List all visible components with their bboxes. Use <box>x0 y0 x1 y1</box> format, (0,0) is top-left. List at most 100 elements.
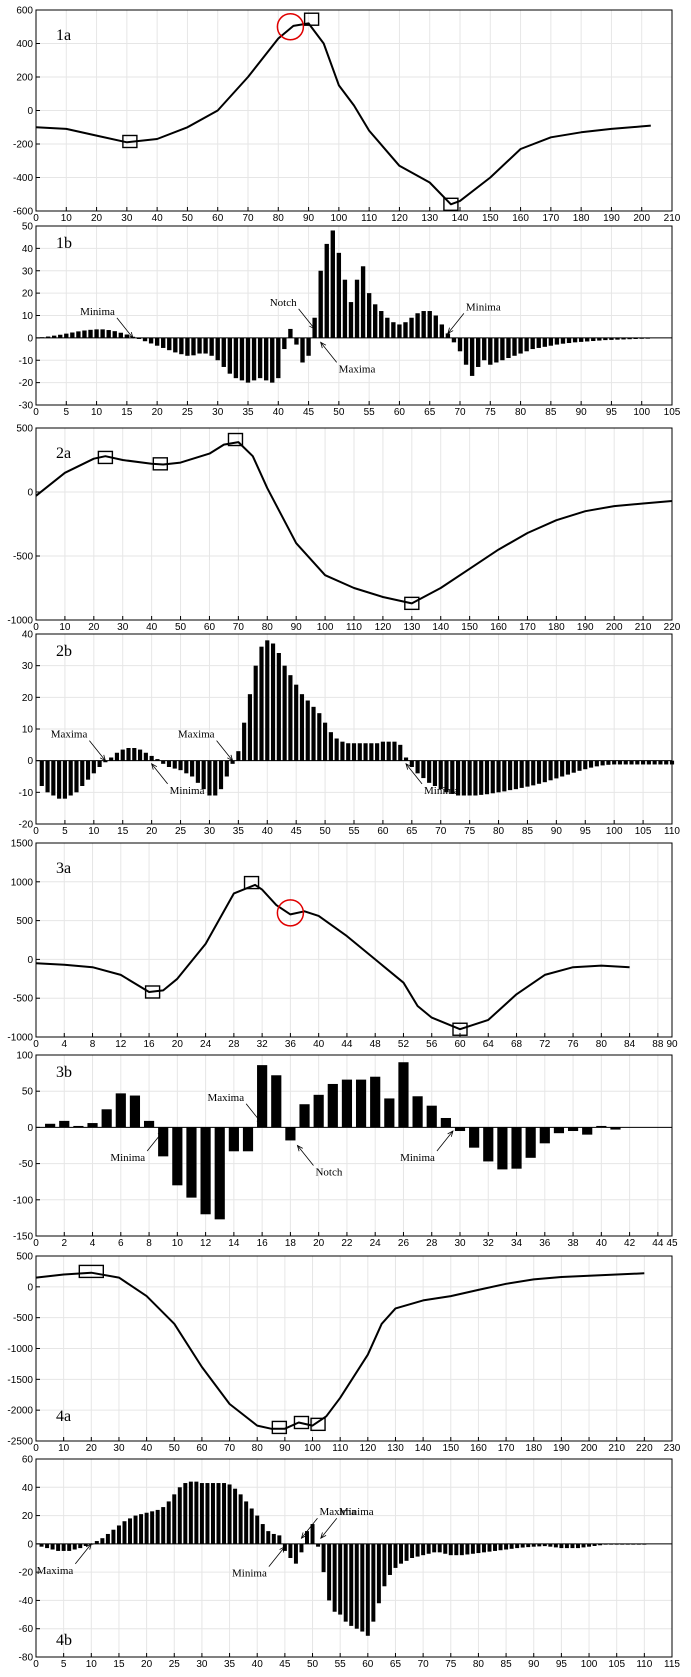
bar <box>369 743 374 761</box>
bar <box>577 760 582 771</box>
annotation-arrowhead <box>157 1130 164 1137</box>
x-tick-label: 12 <box>115 1039 127 1050</box>
x-tick-label: 160 <box>470 1443 487 1454</box>
bar <box>105 1533 110 1544</box>
bar <box>128 1518 133 1544</box>
x-tick-label: 12 <box>200 1238 212 1249</box>
bar <box>294 337 299 345</box>
series-line <box>35 22 651 206</box>
bar <box>403 322 408 338</box>
x-tick-label: 45 <box>666 1238 678 1249</box>
annotation-label: Maxima <box>51 729 88 741</box>
x-tick-label: 45 <box>279 1659 291 1670</box>
annotation-label: Maxima <box>178 729 215 741</box>
bar <box>288 675 293 761</box>
panel-4a: 0 10 20 30 40 50 60 70 80 90 100 110 120 130 140 150 160… <box>7 1252 680 1455</box>
bar <box>498 1543 503 1551</box>
y-tick-label: -30 <box>19 401 34 412</box>
square-marker <box>78 1264 105 1279</box>
bar <box>559 1543 564 1549</box>
bar <box>646 760 651 765</box>
bar <box>548 337 554 346</box>
panel-1b: 0 5 10 15 20 25 30 35 40 45 50 55 60 65 70 75 80 85 90 95 10… <box>19 222 681 419</box>
x-tick-label: 48 <box>370 1039 382 1050</box>
bar <box>183 1483 188 1544</box>
x-tick-label: 30 <box>117 622 129 633</box>
bar <box>664 760 669 765</box>
bar <box>592 1543 597 1546</box>
x-tick-label: 60 <box>204 622 216 633</box>
bar <box>334 738 339 761</box>
x-tick-label: 30 <box>113 1443 125 1454</box>
x-tick-label: 210 <box>608 1443 625 1454</box>
bar <box>249 1508 254 1544</box>
annotation-arrow <box>436 1130 454 1152</box>
y-tick-label: 0 <box>27 1539 33 1550</box>
bar <box>179 337 184 355</box>
x-tick-label: 75 <box>485 407 497 418</box>
bar <box>366 293 372 338</box>
y-tick-label: 10 <box>22 311 34 322</box>
bar <box>148 337 154 344</box>
plot-frame <box>35 842 673 1038</box>
x-tick-label: 22 <box>341 1238 353 1249</box>
x-tick-label: 2 <box>61 1238 67 1249</box>
bar <box>227 1484 232 1544</box>
y-tick-label: 1000 <box>11 877 34 888</box>
x-tick-label: 36 <box>539 1238 551 1249</box>
x-tick-label: 160 <box>490 622 507 633</box>
bar <box>213 760 218 796</box>
y-tick-label: 400 <box>16 39 33 50</box>
annotation-arrowhead <box>320 341 327 349</box>
y-tick-label: -1000 <box>7 1344 33 1355</box>
bar <box>587 1543 592 1547</box>
annotation-arrowhead <box>256 1117 263 1125</box>
bar <box>554 337 560 345</box>
bar <box>203 337 208 354</box>
x-tick-label: 10 <box>88 826 100 837</box>
square-marker <box>310 1417 326 1432</box>
bar <box>479 760 484 795</box>
bar <box>570 1543 575 1549</box>
x-tick-label: 90 <box>551 826 563 837</box>
y-tick-label: 100 <box>16 1051 33 1062</box>
y-tick-label: 20 <box>22 693 34 704</box>
bar <box>149 755 154 761</box>
x-tick-label: 40 <box>146 622 158 633</box>
bar <box>379 311 384 338</box>
annotation-arrow <box>216 740 233 761</box>
x-tick-label: 76 <box>568 1039 580 1050</box>
x-tick-label: 220 <box>664 622 681 633</box>
x-tick-label: 36 <box>285 1039 297 1050</box>
x-tick-label: 20 <box>91 213 103 224</box>
annotation-arrow <box>301 1517 318 1539</box>
bar <box>636 1543 641 1545</box>
bar <box>571 760 576 773</box>
x-tick-label: 0 <box>33 407 39 418</box>
bar <box>360 1543 365 1632</box>
bar <box>91 760 96 774</box>
x-tick-label: 28 <box>426 1238 438 1249</box>
bar <box>74 760 79 793</box>
bar <box>137 749 143 761</box>
x-tick-label: 150 <box>461 622 478 633</box>
square-marker <box>271 1420 288 1435</box>
bar <box>609 337 614 340</box>
bar <box>299 694 305 761</box>
bar <box>194 1481 199 1544</box>
bar <box>373 304 378 338</box>
bar <box>448 1543 453 1556</box>
x-tick-label: 90 <box>528 1659 540 1670</box>
bar <box>512 337 517 356</box>
x-tick-label: 100 <box>317 622 334 633</box>
x-tick-label: 150 <box>482 213 499 224</box>
bar <box>100 1538 105 1544</box>
y-tick-label: 600 <box>16 6 33 17</box>
x-tick-label: 220 <box>636 1443 653 1454</box>
bar <box>606 760 611 765</box>
bar <box>631 1543 636 1545</box>
bar <box>228 1127 239 1152</box>
bar <box>332 1543 337 1612</box>
bar <box>502 760 507 792</box>
bar <box>625 1543 630 1545</box>
